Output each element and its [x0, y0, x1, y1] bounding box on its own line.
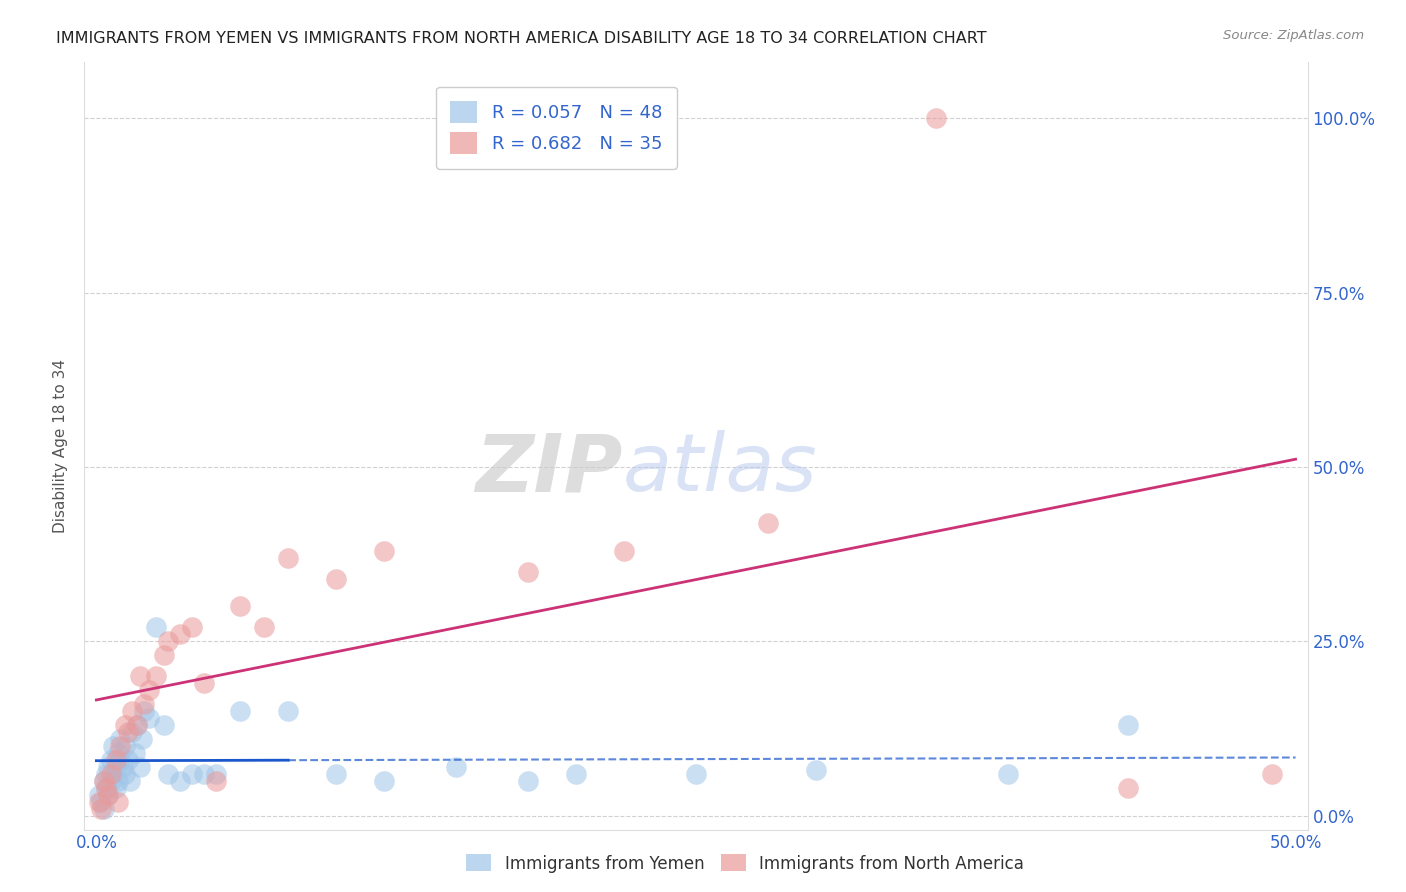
Point — [325, 766, 347, 780]
Point — [127, 718, 149, 732]
Point — [90, 802, 112, 816]
Point — [145, 669, 167, 683]
Point — [128, 760, 150, 774]
Point — [118, 773, 141, 788]
Y-axis label: Disability Age 18 to 34: Disability Age 18 to 34 — [53, 359, 69, 533]
Point — [104, 780, 127, 795]
Point — [229, 599, 252, 614]
Point — [756, 516, 779, 530]
Point — [97, 760, 120, 774]
Point — [100, 773, 122, 788]
Point — [101, 739, 124, 753]
Point — [87, 788, 110, 802]
Legend: R = 0.057   N = 48, R = 0.682   N = 35: R = 0.057 N = 48, R = 0.682 N = 35 — [436, 87, 676, 169]
Point — [134, 697, 156, 711]
Point — [169, 773, 191, 788]
Point — [117, 725, 139, 739]
Point — [925, 112, 948, 126]
Point — [97, 788, 120, 802]
Point — [138, 683, 160, 698]
Point — [804, 764, 827, 778]
Point — [121, 704, 143, 718]
Point — [111, 760, 134, 774]
Point — [114, 739, 136, 753]
Point — [157, 634, 180, 648]
Point — [152, 648, 174, 663]
Point — [205, 773, 228, 788]
Point — [93, 773, 115, 788]
Point — [110, 731, 132, 746]
Point — [94, 780, 117, 795]
Point — [107, 773, 129, 788]
Point — [613, 543, 636, 558]
Point — [181, 620, 204, 634]
Point — [997, 766, 1019, 780]
Point — [157, 766, 180, 780]
Text: ZIP: ZIP — [475, 430, 623, 508]
Point — [114, 718, 136, 732]
Point — [93, 773, 115, 788]
Point — [253, 620, 276, 634]
Point — [104, 753, 127, 767]
Point — [169, 627, 191, 641]
Point — [107, 746, 129, 760]
Point — [97, 788, 120, 802]
Point — [127, 718, 149, 732]
Point — [90, 795, 112, 809]
Point — [104, 760, 127, 774]
Point — [229, 704, 252, 718]
Point — [373, 543, 395, 558]
Point — [138, 711, 160, 725]
Point — [193, 676, 215, 690]
Point — [131, 731, 153, 746]
Point — [1116, 718, 1139, 732]
Point — [193, 766, 215, 780]
Point — [100, 766, 122, 780]
Point — [277, 704, 299, 718]
Point — [145, 620, 167, 634]
Point — [121, 725, 143, 739]
Point — [152, 718, 174, 732]
Point — [128, 669, 150, 683]
Point — [181, 766, 204, 780]
Text: Source: ZipAtlas.com: Source: ZipAtlas.com — [1223, 29, 1364, 42]
Legend: Immigrants from Yemen, Immigrants from North America: Immigrants from Yemen, Immigrants from N… — [460, 847, 1031, 880]
Point — [134, 704, 156, 718]
Point — [373, 773, 395, 788]
Point — [124, 746, 146, 760]
Point — [117, 753, 139, 767]
Point — [107, 795, 129, 809]
Point — [517, 773, 540, 788]
Point — [205, 766, 228, 780]
Point — [1116, 780, 1139, 795]
Point — [277, 550, 299, 565]
Point — [101, 766, 124, 780]
Point — [100, 753, 122, 767]
Point — [93, 802, 115, 816]
Point — [94, 766, 117, 780]
Point — [87, 795, 110, 809]
Point — [565, 766, 588, 780]
Point — [94, 780, 117, 795]
Text: atlas: atlas — [623, 430, 817, 508]
Point — [1260, 766, 1282, 780]
Text: IMMIGRANTS FROM YEMEN VS IMMIGRANTS FROM NORTH AMERICA DISABILITY AGE 18 TO 34 C: IMMIGRANTS FROM YEMEN VS IMMIGRANTS FROM… — [56, 31, 987, 46]
Point — [110, 739, 132, 753]
Point — [685, 766, 707, 780]
Point — [517, 565, 540, 579]
Point — [110, 753, 132, 767]
Point — [444, 760, 467, 774]
Point — [444, 112, 467, 126]
Point — [114, 766, 136, 780]
Point — [325, 572, 347, 586]
